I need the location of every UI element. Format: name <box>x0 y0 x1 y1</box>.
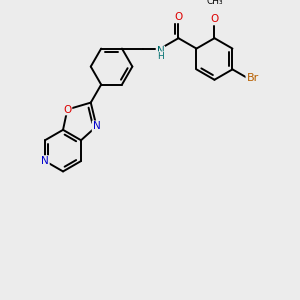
Text: O: O <box>210 14 219 25</box>
Text: N: N <box>157 46 164 56</box>
Text: CH₃: CH₃ <box>206 0 223 6</box>
Text: H: H <box>157 52 164 61</box>
Text: N: N <box>41 156 49 166</box>
Text: N: N <box>93 121 101 131</box>
Text: Br: Br <box>246 73 259 83</box>
Text: O: O <box>63 104 71 115</box>
Text: O: O <box>174 12 183 22</box>
